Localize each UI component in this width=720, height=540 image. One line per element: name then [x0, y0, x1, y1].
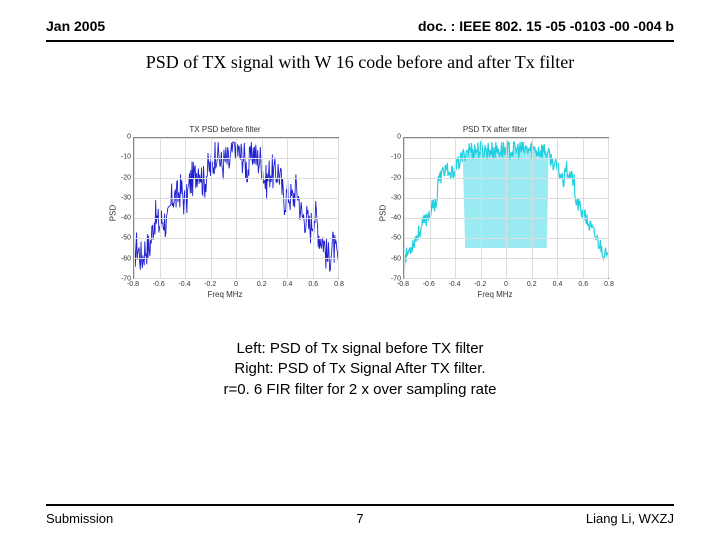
caption-line2: Right: PSD of Tx Signal After TX filter. — [0, 359, 720, 379]
caption: Left: PSD of Tx signal before TX filter … — [0, 339, 720, 400]
chart-left-plot — [133, 137, 339, 279]
header-bar: Jan 2005 doc. : IEEE 802. 15 -05 -0103 -… — [0, 0, 720, 38]
footer-right: Liang Li, WXZJ — [586, 511, 674, 526]
chart-left-xlabel: Freq MHz — [207, 290, 242, 299]
caption-line3: r=0. 6 FIR filter for 2 x over sampling … — [0, 380, 720, 400]
chart-left-title: TX PSD before filter — [105, 125, 345, 135]
chart-left: TX PSD before filter PSD 0-10-20-30-40-5… — [105, 125, 345, 301]
caption-line1: Left: PSD of Tx signal before TX filter — [0, 339, 720, 359]
chart-right: PSD TX after filter PSD 0-10-20-30-40-50… — [375, 125, 615, 301]
charts-row: TX PSD before filter PSD 0-10-20-30-40-5… — [0, 125, 720, 301]
chart-left-yticks: 0-10-20-30-40-50-60-70 — [113, 137, 131, 279]
footer-bar: Submission 7 Liang Li, WXZJ — [46, 511, 674, 526]
chart-right-plot — [403, 137, 609, 279]
header-date: Jan 2005 — [46, 18, 105, 34]
chart-right-yticks: 0-10-20-30-40-50-60-70 — [383, 137, 401, 279]
slide-title: PSD of TX signal with W 16 code before a… — [0, 42, 720, 81]
footer-page: 7 — [356, 511, 363, 526]
chart-right-xlabel: Freq MHz — [477, 290, 512, 299]
chart-right-title: PSD TX after filter — [375, 125, 615, 135]
header-doc: doc. : IEEE 802. 15 -05 -0103 -00 -004 b — [418, 18, 674, 34]
footer-left: Submission — [46, 511, 113, 526]
footer-rule — [46, 504, 674, 506]
